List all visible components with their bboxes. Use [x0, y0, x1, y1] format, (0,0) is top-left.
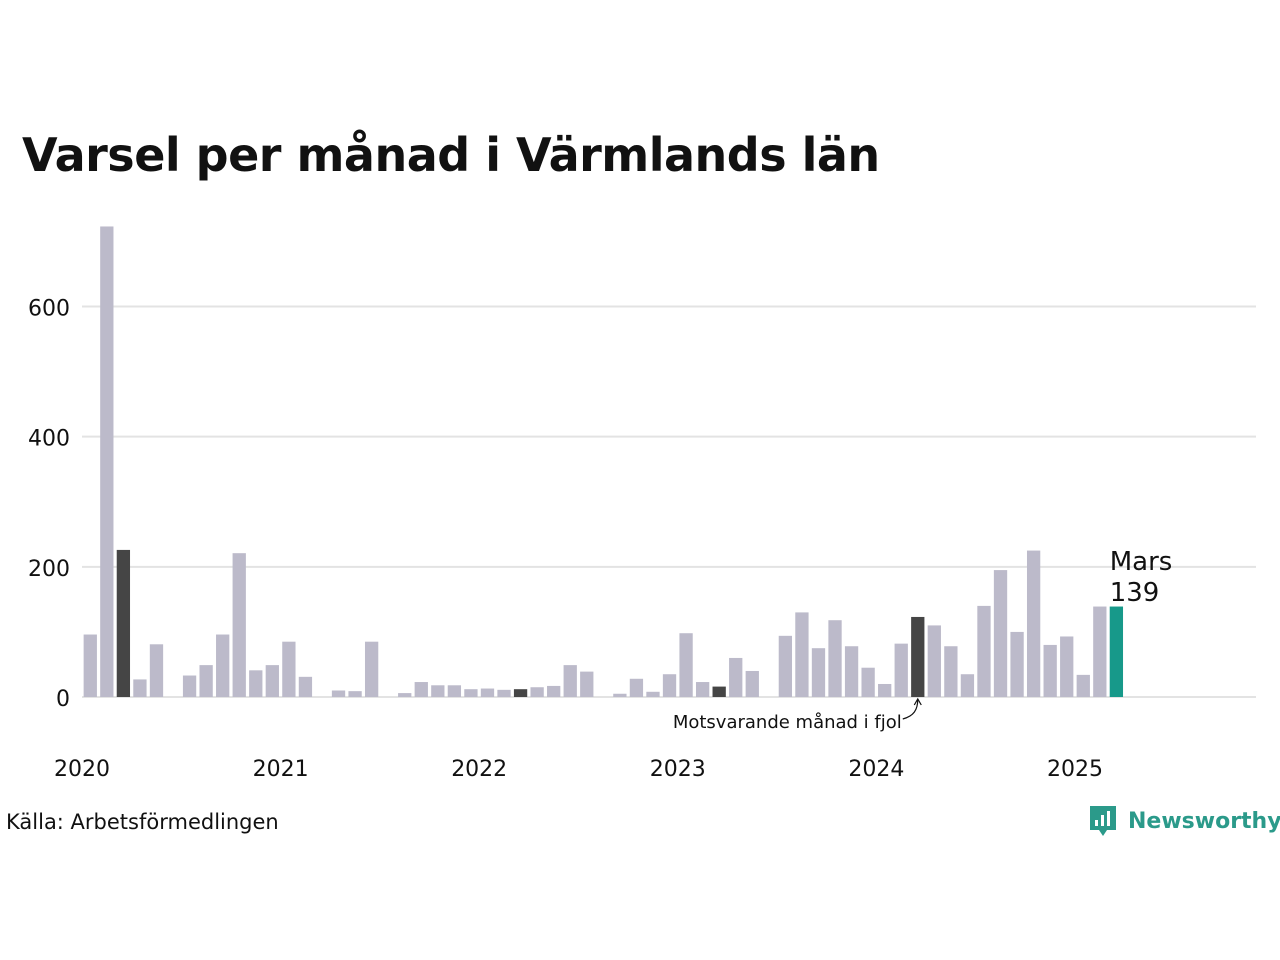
bar-2022-04: [530, 687, 544, 697]
bar-2021-12: [464, 689, 478, 697]
bar-2023-12: [861, 667, 875, 697]
annotations: Mars 139 Motsvarande månad i fjol: [673, 547, 1173, 733]
x-tick-label-2023: 2023: [650, 757, 706, 782]
bar-2023-08: [795, 612, 809, 697]
bar-2024-06: [960, 674, 975, 697]
bar-2023-02: [695, 682, 710, 697]
bar-2024-08: [993, 570, 1008, 697]
bar-2023-01: [679, 633, 693, 697]
bar-2021-08: [398, 693, 412, 697]
bar-2022-05: [547, 685, 561, 697]
brand-name: Newsworthy: [1128, 808, 1280, 834]
bar-2022-12: [662, 674, 677, 697]
current-month-label: Mars: [1110, 547, 1173, 577]
bar-2020-12: [265, 665, 279, 697]
bar-2024-09: [1010, 631, 1024, 697]
bar-2023-05: [745, 670, 759, 697]
x-tick-label-2020: 2020: [54, 757, 110, 782]
bar-2025-01: [1076, 674, 1090, 697]
bar-2021-05: [348, 691, 362, 697]
bar-2021-02: [298, 676, 313, 697]
bar-2021-04: [331, 690, 346, 697]
bar-2024-02: [894, 643, 908, 697]
bar-2021-01: [282, 641, 296, 697]
bar-2024-05: [944, 646, 958, 697]
newsworthy-logo-icon: [1090, 806, 1116, 836]
bar-2023-10: [828, 620, 842, 697]
bar-2020-05: [149, 644, 164, 697]
bar-2023-07: [778, 635, 793, 697]
bar-2021-09: [414, 682, 428, 697]
y-tick-label-200: 200: [28, 557, 70, 582]
bar-2023-04: [729, 657, 743, 697]
annotation-arrowhead: [913, 697, 922, 706]
chart-title: Varsel per månad i Värmlands län: [22, 128, 880, 182]
bar-2022-11: [646, 691, 660, 697]
y-tick-label-600: 600: [28, 297, 70, 322]
bar-2020-01: [83, 634, 97, 697]
bar-2022-09: [613, 693, 627, 697]
y-tick-label-400: 400: [28, 427, 70, 452]
bar-2023-03: [712, 686, 726, 697]
x-tick-label-2025: 2025: [1047, 757, 1103, 782]
bar-2025-03: [1109, 606, 1124, 697]
bar-2024-04: [927, 625, 941, 697]
bar-2024-12: [1060, 636, 1074, 697]
bar-2023-11: [844, 646, 859, 697]
bar-2024-01: [878, 683, 892, 697]
bar-2022-07: [580, 671, 594, 697]
bar-2021-10: [431, 685, 445, 697]
bar-2020-03: [116, 549, 131, 697]
current-value-label: 139: [1110, 578, 1160, 608]
grid-lines: [82, 305, 1256, 698]
bar-2021-11: [447, 685, 462, 697]
source-credit: Källa: Arbetsförmedlingen: [6, 810, 279, 834]
bar-2022-03: [513, 689, 528, 697]
x-tick-label-2021: 2021: [253, 757, 309, 782]
bar-2023-09: [811, 648, 826, 697]
same-month-annotation: Motsvarande månad i fjol: [673, 712, 902, 733]
bar-2020-08: [199, 665, 213, 697]
bar-2021-06: [364, 641, 379, 697]
bar-2022-02: [497, 689, 511, 697]
bar-2020-09: [216, 634, 230, 697]
bar-2020-02: [100, 226, 114, 697]
bar-2022-10: [629, 678, 644, 697]
annotation-arrow: [902, 698, 919, 720]
brand-logo[interactable]: Newsworthy: [1088, 804, 1280, 838]
bar-2024-03: [911, 616, 925, 697]
bar-2020-04: [133, 679, 147, 697]
bar-2022-01: [480, 688, 495, 697]
bar-2020-11: [249, 670, 263, 697]
y-axis-ticks: 0 200 400 600: [28, 297, 70, 712]
bars: [83, 226, 1124, 697]
bar-2024-10: [1026, 550, 1041, 697]
bar-2020-07: [182, 675, 197, 697]
bar-2022-06: [563, 665, 577, 697]
bar-2025-02: [1093, 606, 1107, 697]
x-tick-label-2022: 2022: [451, 757, 507, 782]
bar-2024-11: [1043, 644, 1057, 697]
bar-2020-10: [232, 553, 246, 697]
y-tick-label-0: 0: [56, 687, 70, 712]
bar-2024-07: [977, 605, 991, 697]
x-tick-label-2024: 2024: [848, 757, 904, 782]
x-axis-ticks: 2020 2021 2022 2023 2024 2025: [54, 757, 1103, 782]
